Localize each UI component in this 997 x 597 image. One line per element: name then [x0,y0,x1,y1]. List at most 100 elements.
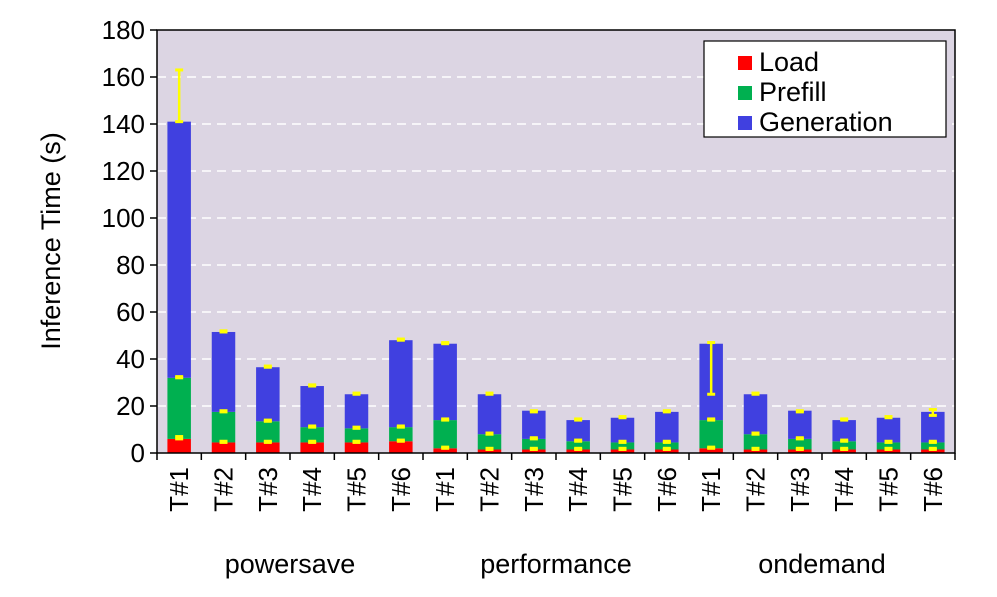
error-bar-generation [618,415,627,420]
bar-load [921,449,945,453]
bar-generation [477,394,502,435]
bar-generation [743,394,768,435]
legend-swatch-load [738,56,752,70]
error-bar-prefill [884,439,893,444]
bar-prefill [788,438,812,450]
bar-prefill [566,441,590,450]
group-label-powersave: powersave [225,549,356,579]
bar-generation [167,121,191,378]
x-tick-label: T#1 [430,467,460,512]
y-axis-title: Inference Time (s) [36,132,66,350]
error-bar-load [529,446,538,451]
error-bar-prefill [662,439,671,444]
y-tick-label: 100 [102,203,145,233]
error-bar-load [928,446,937,451]
x-tick-label: T#2 [741,467,771,512]
error-bar-generation [529,409,538,414]
error-bar-prefill [441,417,450,422]
error-bar-generation [840,417,849,422]
bar-generation [921,411,945,443]
error-bar-prefill [928,439,937,444]
group-label-performance: performance [480,549,632,579]
error-bar-generation [441,341,450,346]
bar-prefill [256,421,280,443]
bar-prefill [699,420,723,449]
error-bar-load [751,446,760,451]
error-bar-generation [308,383,317,388]
bar-generation [256,367,280,422]
bar-load [788,449,812,453]
x-tick-label: T#4 [297,467,327,512]
y-tick-label: 160 [102,62,145,92]
bar-load [610,449,635,453]
error-bar-load [618,446,627,451]
bar-generation [788,410,812,439]
bar-prefill [477,434,502,450]
bars [167,121,945,453]
bar-load [344,442,369,453]
error-bar-load [308,439,317,444]
bar-prefill [876,442,901,450]
bar-prefill [743,434,768,450]
bar-prefill [655,442,679,450]
x-tick-label: T#2 [475,467,505,512]
bar-generation [433,343,457,421]
axes: 0 20 40 60 80 100 120 140 160 180 T#1 T#2 T#3 T#4 T#5 T… [102,15,956,579]
bar-prefill [522,438,546,450]
error-bar-prefill [175,375,184,380]
bar-generation [876,417,901,443]
error-bar-generation [884,415,893,420]
group-label-ondemand: ondemand [758,549,886,579]
error-bar-prefill [219,409,228,414]
legend-swatch-prefill [738,86,752,100]
error-bar-load [707,445,716,450]
y-tick-label: 120 [102,156,145,186]
error-bar-prefill [352,425,361,430]
bar-load [167,438,191,453]
error-bar-load [175,435,184,441]
bar-load [300,442,324,453]
error-bar-load [352,439,361,444]
bar-generation [211,331,236,412]
error-bar-load [485,446,494,451]
error-bar-generation [707,341,716,396]
error-bar-generation [396,337,405,342]
error-bar-generation [263,364,272,369]
x-tick-label: T#4 [829,467,859,512]
error-bar-prefill [396,424,405,429]
x-tick-label: T#6 [652,467,682,512]
error-bar-load [396,438,405,443]
x-tick-label: T#6 [918,467,948,512]
x-tick-label: T#5 [874,467,904,512]
bar-prefill [300,427,324,443]
error-bar-prefill [707,417,716,422]
error-bar-prefill [308,424,317,429]
error-bars [175,68,937,451]
error-bar-prefill [795,436,804,441]
x-tick-label: T#1 [164,467,194,512]
bar-generation [832,420,856,442]
error-bar-generation [485,391,494,396]
error-bar-load [574,446,583,451]
bar-load [477,449,502,453]
x-tick-label: T#6 [386,467,416,512]
error-bar-generation [352,391,361,396]
y-tick-label: 40 [116,344,145,374]
bar-load [743,449,768,453]
error-bar-prefill [574,438,583,443]
error-bar-prefill [618,439,627,444]
x-tick-label: T#5 [342,467,372,512]
bar-load [655,449,679,453]
error-bar-generation [795,409,804,414]
x-tick-label: T#2 [209,467,239,512]
error-bar-prefill [263,418,272,423]
bar-generation [300,386,324,428]
legend-label-prefill: Prefill [759,77,827,107]
x-tick-label: T#5 [608,467,638,512]
error-bar-generation [751,391,760,396]
error-bar-load [840,446,849,451]
x-tick-label: T#3 [519,467,549,512]
bar-load [522,449,546,453]
error-bar-load [662,446,671,451]
